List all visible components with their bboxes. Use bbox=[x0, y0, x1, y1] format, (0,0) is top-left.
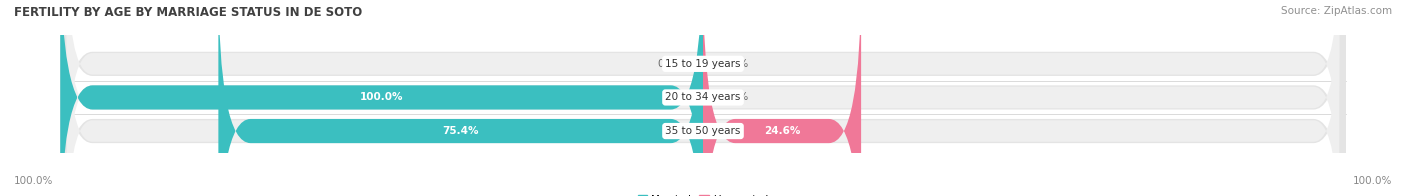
Text: 15 to 19 years: 15 to 19 years bbox=[665, 59, 741, 69]
Legend: Married, Unmarried: Married, Unmarried bbox=[634, 191, 772, 196]
Text: 35 to 50 years: 35 to 50 years bbox=[665, 126, 741, 136]
Text: 24.6%: 24.6% bbox=[763, 126, 800, 136]
FancyBboxPatch shape bbox=[66, 7, 1340, 196]
Text: 75.4%: 75.4% bbox=[443, 126, 479, 136]
Text: 0.0%: 0.0% bbox=[723, 93, 748, 103]
FancyBboxPatch shape bbox=[218, 0, 703, 196]
Text: 0.0%: 0.0% bbox=[658, 59, 683, 69]
FancyBboxPatch shape bbox=[66, 0, 1340, 188]
FancyBboxPatch shape bbox=[66, 0, 1340, 196]
Text: 100.0%: 100.0% bbox=[14, 176, 53, 186]
Text: FERTILITY BY AGE BY MARRIAGE STATUS IN DE SOTO: FERTILITY BY AGE BY MARRIAGE STATUS IN D… bbox=[14, 6, 363, 19]
Text: Source: ZipAtlas.com: Source: ZipAtlas.com bbox=[1281, 6, 1392, 16]
FancyBboxPatch shape bbox=[60, 0, 1346, 196]
Text: 20 to 34 years: 20 to 34 years bbox=[665, 93, 741, 103]
FancyBboxPatch shape bbox=[60, 0, 1346, 196]
FancyBboxPatch shape bbox=[703, 0, 860, 196]
FancyBboxPatch shape bbox=[60, 0, 703, 196]
FancyBboxPatch shape bbox=[60, 0, 1346, 196]
Text: 0.0%: 0.0% bbox=[723, 59, 748, 69]
Text: 100.0%: 100.0% bbox=[1353, 176, 1392, 186]
Text: 100.0%: 100.0% bbox=[360, 93, 404, 103]
